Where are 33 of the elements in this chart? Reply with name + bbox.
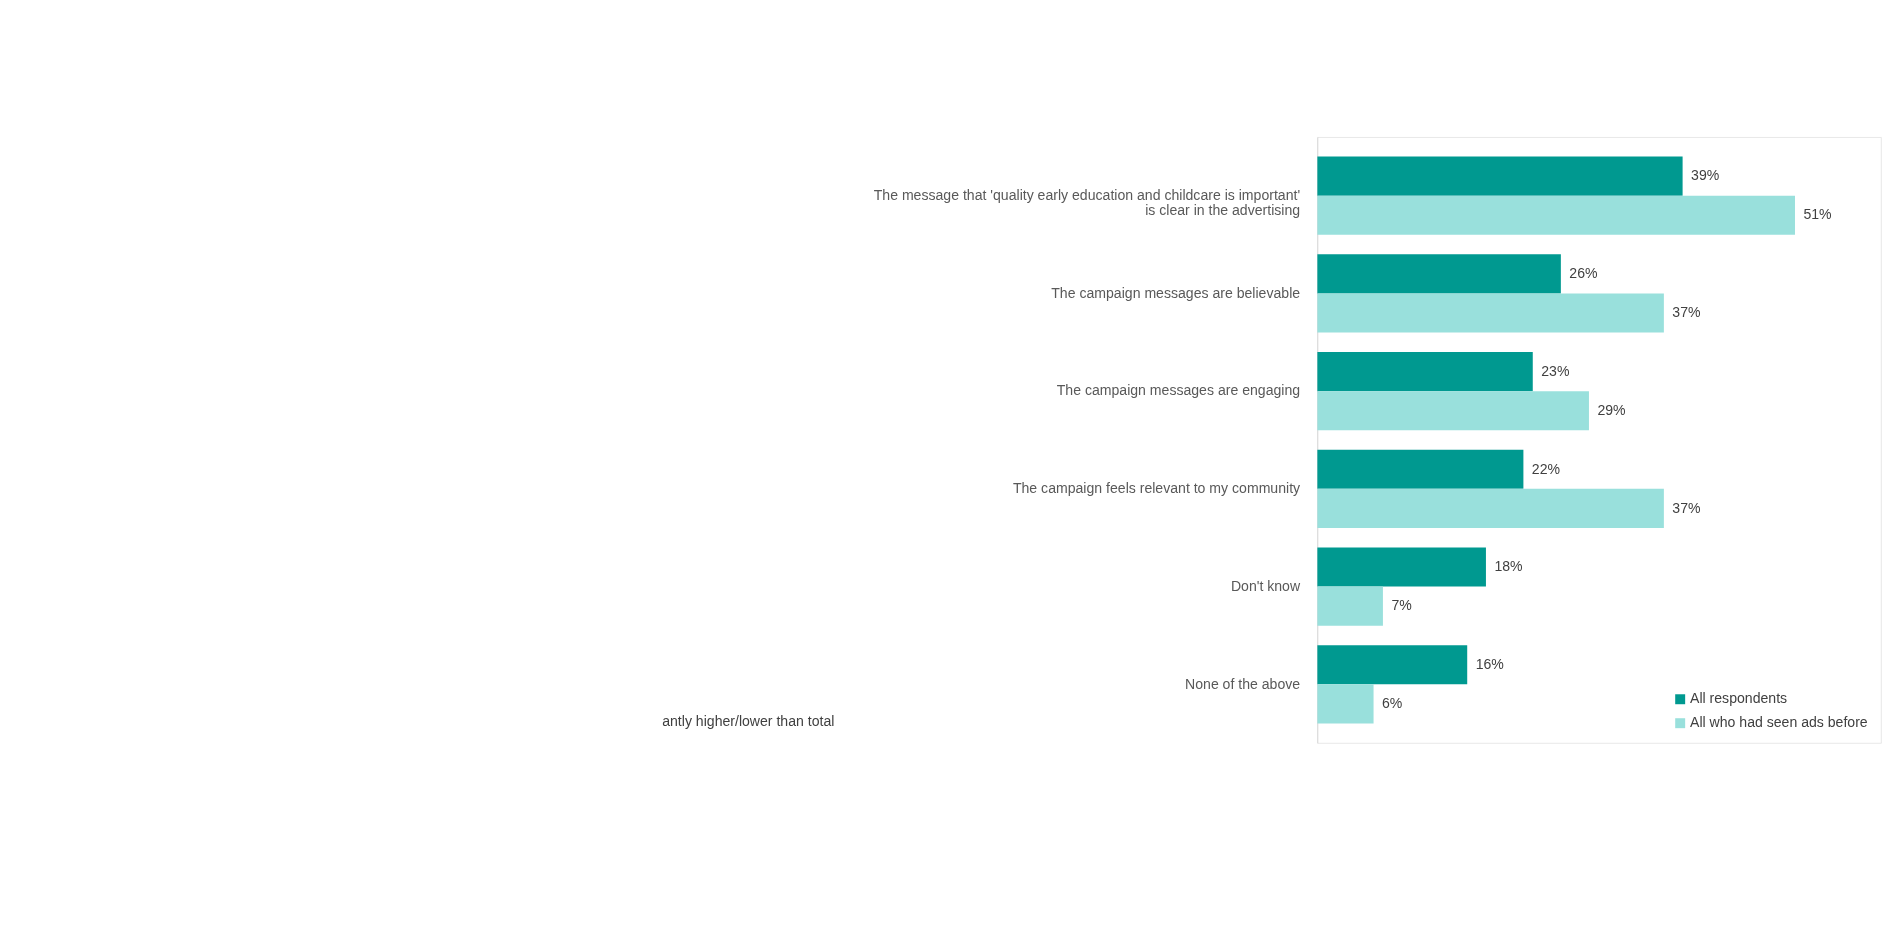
y-tick-label: The campaign messages are believable [1051, 284, 1301, 301]
bar [1317, 488, 1664, 528]
text: antly higher/lower than total [662, 713, 835, 730]
bar [1317, 195, 1795, 235]
bar [1317, 547, 1486, 587]
bar [1317, 293, 1664, 333]
data-label: 51% [1803, 206, 1833, 223]
data-label: 6% [1382, 695, 1403, 712]
y-tick-label: None of the above [1185, 675, 1301, 692]
bar [1317, 449, 1524, 489]
data-label: 22% [1531, 460, 1561, 477]
data-label: 39% [1691, 167, 1720, 184]
bar [1317, 586, 1383, 626]
data-label: 18% [1494, 558, 1524, 575]
y-tick-label: The message that 'quality early education and childcare is important' is clear in the advertising [873, 186, 1301, 219]
data-label: 7% [1391, 597, 1413, 614]
data-label: 16% [1475, 655, 1505, 672]
bar [1317, 254, 1561, 294]
data-label: 23% [1541, 362, 1570, 379]
y-tick-label: The campaign feels relevant to my community [1012, 480, 1302, 497]
legend-label: All who had seen ads before [1690, 714, 1868, 731]
data-label: 37% [1672, 304, 1701, 321]
y-tick-label: Don't know [1230, 577, 1301, 594]
data-label: 29% [1597, 401, 1627, 418]
y-tick-label: The campaign messages are engaging [1056, 382, 1301, 399]
bar [1317, 684, 1374, 724]
bar [1317, 391, 1589, 431]
data-label: 37% [1672, 499, 1701, 516]
bar [1317, 352, 1533, 392]
legend-label: All respondents [1690, 690, 1788, 707]
bar [1317, 156, 1683, 196]
data-label: 26% [1569, 265, 1598, 282]
bar [1317, 645, 1468, 685]
